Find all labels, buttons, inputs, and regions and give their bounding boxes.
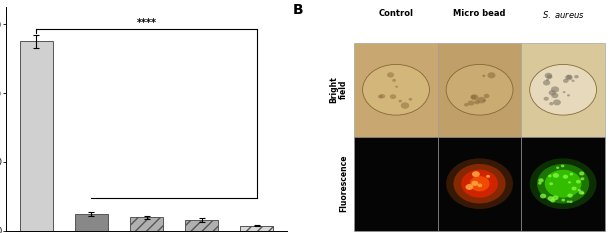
Circle shape — [577, 189, 581, 192]
Bar — [354, 43, 438, 137]
Circle shape — [477, 97, 486, 103]
Circle shape — [550, 199, 555, 202]
Circle shape — [470, 95, 477, 99]
Circle shape — [472, 181, 478, 186]
Circle shape — [568, 194, 573, 198]
Circle shape — [571, 187, 577, 191]
Bar — [20, 41, 53, 231]
Circle shape — [530, 158, 596, 209]
Circle shape — [544, 73, 552, 79]
Bar — [240, 226, 273, 231]
Circle shape — [547, 196, 554, 201]
Circle shape — [409, 98, 412, 101]
Circle shape — [390, 94, 396, 99]
Circle shape — [362, 64, 430, 115]
Circle shape — [537, 164, 589, 203]
Text: Micro bead: Micro bead — [453, 9, 506, 18]
Circle shape — [553, 99, 561, 105]
Circle shape — [469, 176, 489, 191]
Bar — [75, 214, 108, 231]
Circle shape — [398, 100, 402, 103]
Circle shape — [569, 173, 573, 175]
Circle shape — [467, 100, 475, 106]
Circle shape — [453, 164, 506, 203]
Bar — [185, 220, 218, 231]
Circle shape — [552, 195, 558, 200]
Circle shape — [387, 72, 394, 78]
Circle shape — [549, 90, 556, 96]
Circle shape — [569, 201, 573, 203]
Text: Control: Control — [378, 9, 414, 18]
Circle shape — [565, 75, 573, 80]
Text: Fluorescence: Fluorescence — [339, 155, 348, 212]
Circle shape — [551, 93, 558, 98]
Circle shape — [544, 97, 549, 101]
Text: $\mathbf{\it{S.\ aureus}}$: $\mathbf{\it{S.\ aureus}}$ — [542, 9, 585, 20]
Circle shape — [378, 95, 382, 99]
Circle shape — [571, 80, 574, 82]
Circle shape — [466, 184, 474, 190]
Circle shape — [581, 192, 584, 195]
Circle shape — [530, 64, 596, 115]
Circle shape — [546, 79, 549, 81]
Bar — [521, 43, 605, 137]
Circle shape — [574, 75, 579, 79]
Circle shape — [471, 94, 478, 100]
Circle shape — [472, 171, 480, 177]
Circle shape — [392, 79, 396, 82]
Circle shape — [549, 102, 554, 105]
Circle shape — [538, 182, 541, 185]
Circle shape — [464, 103, 469, 106]
Circle shape — [568, 181, 571, 184]
Circle shape — [548, 175, 552, 177]
Circle shape — [540, 194, 546, 199]
Circle shape — [474, 100, 480, 104]
Circle shape — [446, 158, 513, 209]
Bar — [130, 217, 163, 231]
Circle shape — [379, 94, 385, 98]
Circle shape — [566, 75, 572, 79]
Circle shape — [482, 75, 485, 77]
Circle shape — [563, 79, 569, 83]
Circle shape — [545, 170, 582, 198]
Circle shape — [538, 178, 544, 182]
Circle shape — [567, 94, 570, 96]
Circle shape — [401, 102, 409, 109]
Circle shape — [484, 94, 489, 98]
Circle shape — [563, 175, 568, 179]
Text: ****: **** — [136, 18, 156, 28]
Circle shape — [551, 86, 559, 93]
Circle shape — [477, 184, 482, 187]
Circle shape — [488, 72, 496, 78]
Bar — [521, 137, 605, 231]
Circle shape — [563, 91, 566, 93]
Circle shape — [553, 173, 559, 178]
Circle shape — [446, 64, 513, 115]
Circle shape — [543, 80, 551, 86]
Circle shape — [395, 86, 398, 88]
Circle shape — [461, 170, 498, 198]
Circle shape — [486, 175, 490, 178]
Text: B: B — [292, 3, 303, 17]
Circle shape — [579, 171, 584, 175]
Circle shape — [549, 182, 553, 185]
Circle shape — [566, 200, 570, 203]
Circle shape — [561, 164, 565, 167]
Bar — [354, 137, 438, 231]
Circle shape — [576, 180, 581, 184]
Circle shape — [546, 75, 552, 79]
Circle shape — [580, 177, 584, 180]
Circle shape — [556, 167, 559, 169]
Circle shape — [579, 191, 584, 195]
Bar — [438, 137, 521, 231]
Bar — [438, 43, 521, 137]
Circle shape — [483, 99, 486, 102]
Circle shape — [562, 199, 565, 202]
Text: Bright
field: Bright field — [329, 76, 348, 103]
